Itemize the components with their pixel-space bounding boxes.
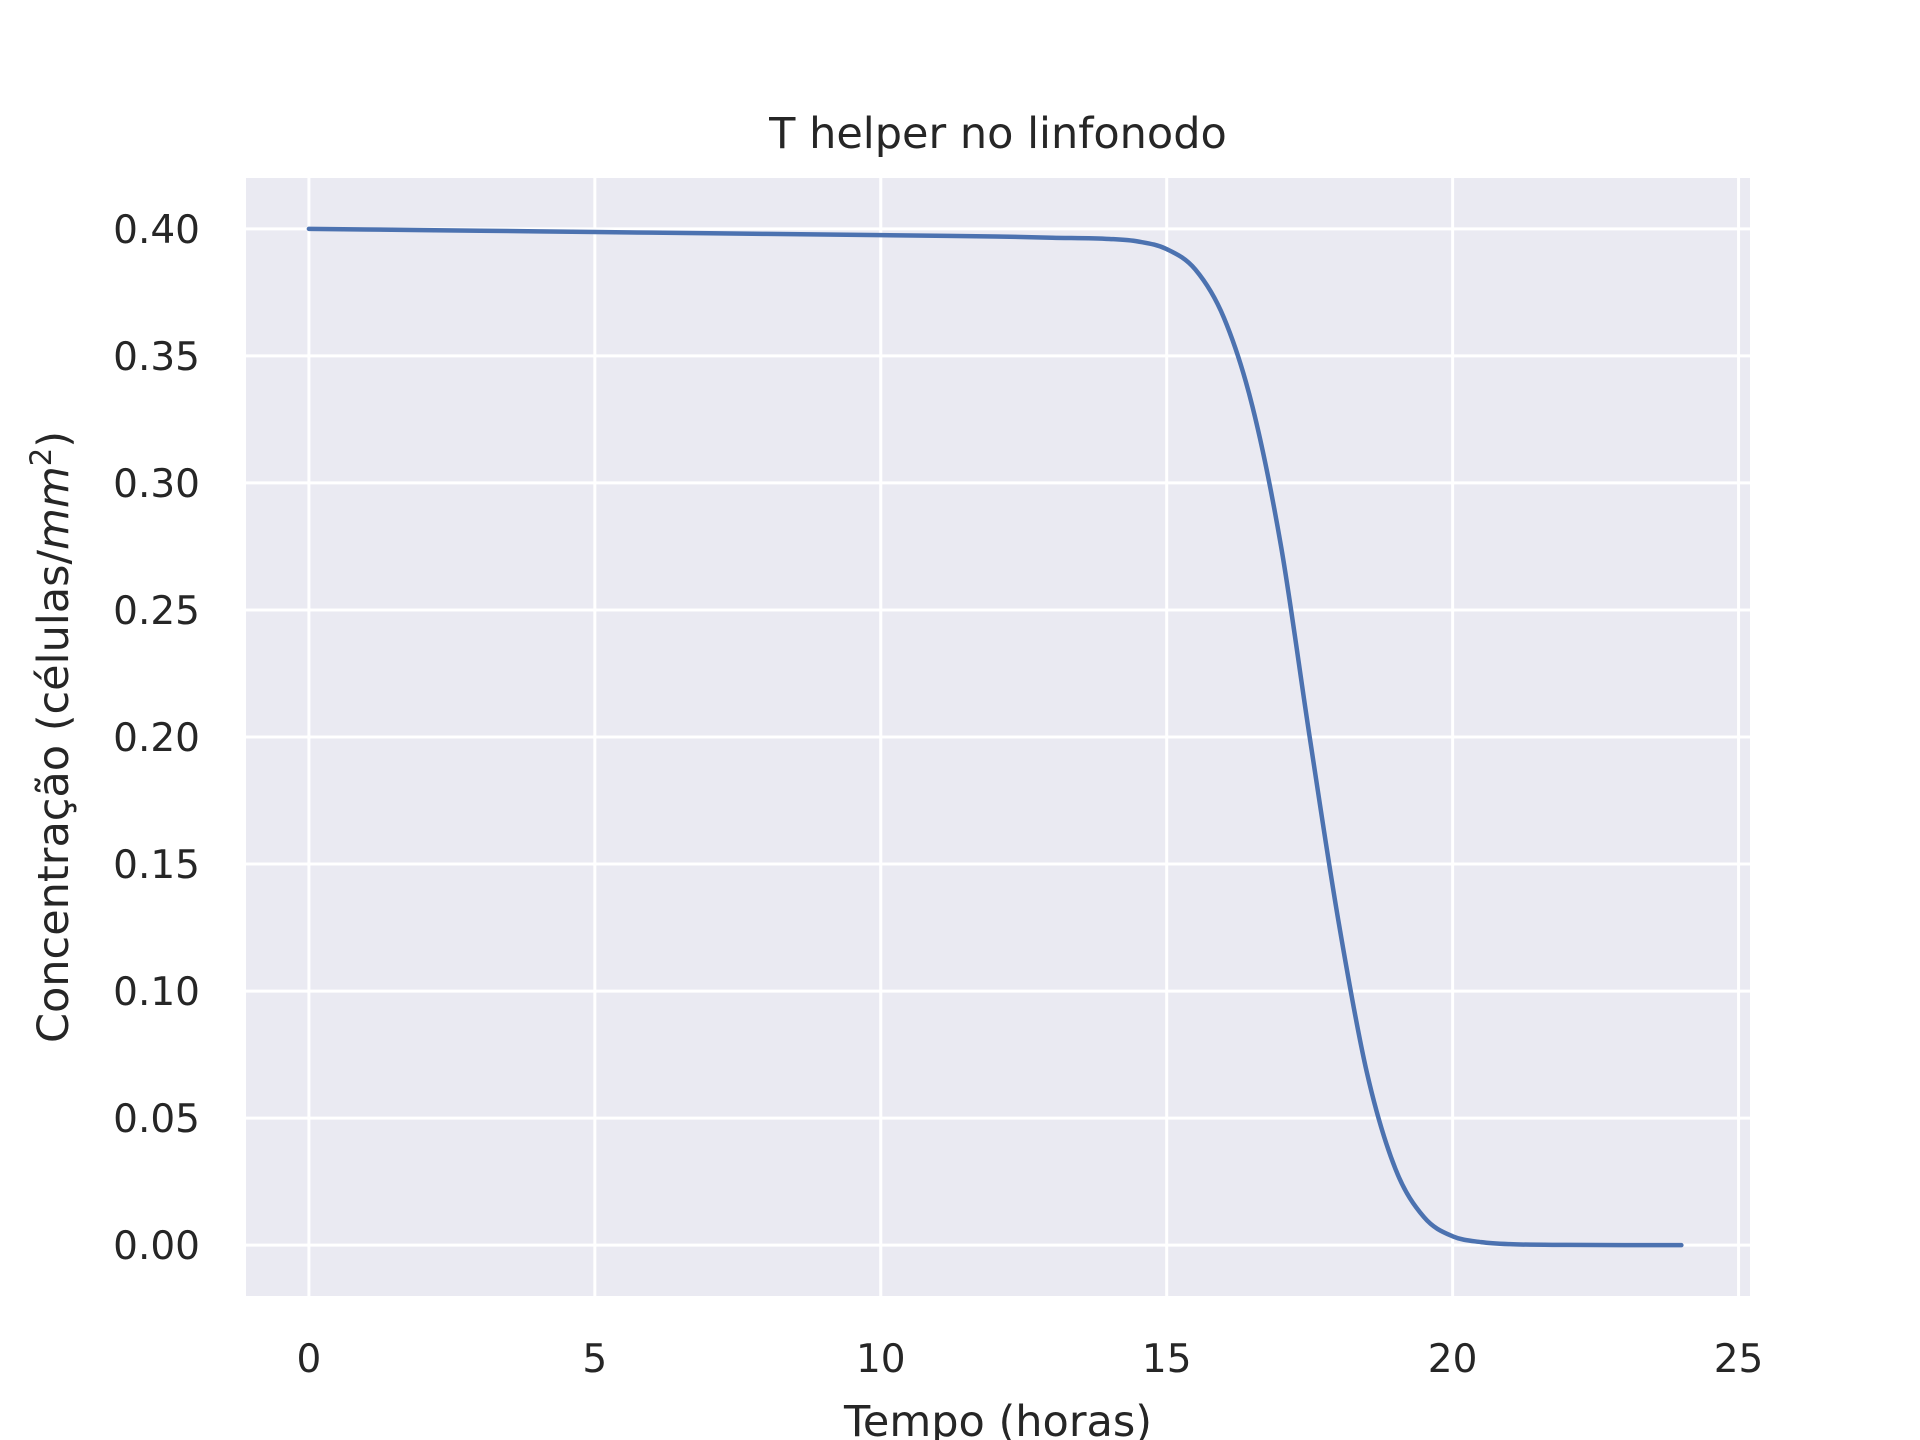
series-layer [306,226,1684,1248]
y-axis-label-main: Concentração (células/ [29,549,79,1043]
x-tick-label: 15 [1142,1337,1192,1382]
x-tick-label: 0 [296,1337,321,1382]
y-tick-label: 0.35 [113,335,200,380]
y-tick-label: 0.30 [113,462,200,507]
chart-title: T helper no linfonodo [768,109,1227,159]
x-tick-label: 20 [1428,1337,1478,1382]
y-tick-label: 0.10 [113,970,200,1015]
tick-labels: 0 5 10 15 20 25 0.00 0.05 0.10 0.15 0.20 0.25 0.30 0.… [113,208,1763,1382]
y-axis-label-exponent: 2 [24,448,58,466]
y-tick-label: 0.20 [113,716,200,761]
y-tick-label: 0.00 [113,1224,200,1269]
y-tick-label: 0.15 [113,843,200,888]
y-axis-label: Concentração (células/mm2) [24,431,79,1043]
y-axis-label-close: ) [29,431,79,448]
x-tick-label: 10 [856,1337,906,1382]
y-tick-label: 0.40 [113,208,200,253]
y-axis-label-unit: mm [29,466,79,550]
y-tick-label: 0.05 [113,1097,200,1142]
y-tick-label: 0.25 [113,589,200,634]
x-tick-label: 25 [1714,1337,1764,1382]
grid [246,178,1750,1296]
x-axis-label: Tempo (horas) [843,1397,1152,1440]
series-line [306,226,1684,1248]
x-tick-label: 5 [582,1337,607,1382]
